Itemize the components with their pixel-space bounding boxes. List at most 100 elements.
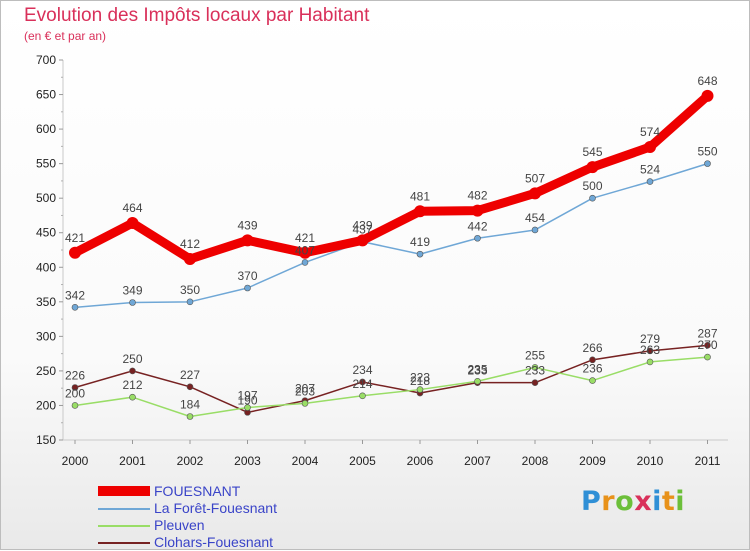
x-tick-label: 2008 (522, 454, 549, 468)
data-label-fouesnant: 648 (697, 74, 717, 88)
data-label-la-for-t-fouesnant: 350 (180, 283, 200, 297)
legend-label-clohars-fouesnant: Clohars-Fouesnant (154, 534, 274, 550)
data-label-pleuven: 212 (122, 378, 142, 392)
data-label-clohars-fouesnant: 226 (65, 368, 85, 382)
data-label-la-for-t-fouesnant: 442 (467, 219, 487, 233)
data-label-clohars-fouesnant: 266 (582, 341, 602, 355)
data-point-la-for-t-fouesnant (704, 160, 711, 167)
data-label-pleuven: 197 (237, 389, 257, 403)
legend-label-pleuven: Pleuven (154, 517, 205, 533)
data-label-pleuven: 270 (697, 338, 717, 352)
data-label-la-for-t-fouesnant: 349 (122, 284, 142, 298)
data-point-la-for-t-fouesnant (129, 299, 136, 306)
data-label-pleuven: 200 (65, 386, 85, 400)
data-point-fouesnant (241, 234, 254, 247)
x-tick-label: 2007 (464, 454, 491, 468)
data-label-pleuven: 235 (467, 362, 487, 376)
x-tick-label: 2003 (234, 454, 261, 468)
data-label-fouesnant: 545 (582, 145, 602, 159)
y-tick-label: 250 (36, 364, 56, 378)
legend-swatch-la-foret-fouesnant (98, 508, 150, 510)
series-line-la-for-t-fouesnant (74, 162, 709, 309)
series-line-clohars-fouesnant (74, 344, 709, 414)
data-point-clohars-fouesnant (186, 383, 194, 391)
data-label-la-for-t-fouesnant: 437 (352, 223, 372, 237)
data-point-pleuven (186, 413, 194, 420)
x-tick-label: 2000 (62, 454, 89, 468)
y-tick-label: 300 (36, 329, 56, 343)
data-label-la-for-t-fouesnant: 524 (640, 163, 660, 177)
data-point-pleuven (416, 386, 424, 393)
data-point-pleuven (704, 353, 711, 361)
data-label-fouesnant: 439 (352, 218, 372, 232)
data-label-clohars-fouesnant: 227 (180, 368, 200, 382)
data-label-la-for-t-fouesnant: 500 (582, 179, 602, 193)
data-point-pleuven (129, 393, 136, 401)
data-point-pleuven (301, 400, 309, 407)
data-label-fouesnant: 412 (180, 237, 200, 251)
data-point-fouesnant (644, 141, 656, 154)
legend-swatch-pleuven (98, 525, 150, 527)
x-tick-label: 2005 (349, 454, 376, 468)
x-tick-label: 2001 (119, 454, 146, 468)
y-tick-label: 450 (36, 226, 56, 240)
data-label-fouesnant: 481 (410, 189, 430, 203)
y-tick-label: 200 (36, 398, 56, 412)
data-point-fouesnant (586, 161, 599, 174)
data-label-clohars-fouesnant: 233 (525, 364, 545, 378)
chart-title: Evolution des Impôts locaux par Habitant (24, 5, 370, 26)
data-point-la-for-t-fouesnant (71, 304, 79, 311)
data-point-clohars-fouesnant (129, 367, 136, 375)
data-point-clohars-fouesnant (71, 384, 79, 391)
data-label-pleuven: 236 (582, 362, 602, 376)
data-label-pleuven: 255 (525, 348, 545, 362)
data-label-clohars-fouesnant: 233 (467, 364, 487, 378)
data-label-pleuven: 263 (640, 343, 660, 357)
data-label-clohars-fouesnant: 250 (122, 352, 142, 366)
series-line-pleuven (74, 356, 709, 418)
data-point-fouesnant (299, 246, 311, 259)
x-tick-label: 2002 (177, 454, 204, 468)
data-point-fouesnant (529, 187, 541, 200)
y-tick-label: 700 (36, 53, 56, 67)
data-label-la-for-t-fouesnant: 454 (525, 211, 545, 225)
data-point-clohars-fouesnant (359, 378, 366, 386)
data-label-pleuven: 223 (410, 371, 430, 385)
data-point-la-for-t-fouesnant (244, 284, 251, 292)
data-label-fouesnant: 439 (237, 218, 257, 232)
data-label-clohars-fouesnant: 207 (295, 382, 315, 396)
data-point-la-for-t-fouesnant (589, 194, 596, 202)
x-tick-label: 2004 (292, 454, 319, 468)
x-tick-label: 2011 (695, 454, 721, 468)
data-point-clohars-fouesnant (704, 342, 711, 349)
y-tick-label: 600 (36, 122, 56, 136)
legend-swatch-fouesnant (98, 486, 150, 496)
series-line-fouesnant (70, 91, 712, 264)
data-point-fouesnant (126, 217, 139, 230)
x-tick-label: 2009 (579, 454, 606, 468)
data-point-fouesnant (184, 252, 196, 265)
legend-label-fouesnant: FOUESNANT (154, 483, 241, 499)
data-labels-layer: 226 250 227 190 207 234 218 233 233 266 279 287 200 2… (65, 74, 718, 412)
x-tick-label: 2006 (407, 454, 434, 468)
data-point-la-for-t-fouesnant (646, 178, 654, 185)
x-tick-label: 2010 (637, 454, 664, 468)
data-point-la-for-t-fouesnant (301, 259, 309, 266)
data-point-pleuven (589, 377, 596, 384)
y-tick-label: 150 (36, 433, 56, 447)
data-point-la-for-t-fouesnant (186, 298, 194, 306)
y-tick-label: 350 (36, 295, 56, 309)
data-label-la-for-t-fouesnant: 407 (295, 243, 315, 257)
data-label-la-for-t-fouesnant: 342 (65, 288, 85, 302)
data-label-fouesnant: 574 (640, 125, 660, 139)
data-point-pleuven (474, 377, 481, 385)
legend-swatch-clohars-fouesnant (98, 542, 150, 544)
data-label-pleuven: 203 (295, 384, 315, 398)
data-point-pleuven (646, 358, 654, 366)
data-point-fouesnant (69, 246, 81, 259)
data-label-clohars-fouesnant: 234 (352, 363, 372, 377)
data-label-fouesnant: 464 (122, 201, 142, 215)
data-label-fouesnant: 507 (525, 171, 545, 185)
